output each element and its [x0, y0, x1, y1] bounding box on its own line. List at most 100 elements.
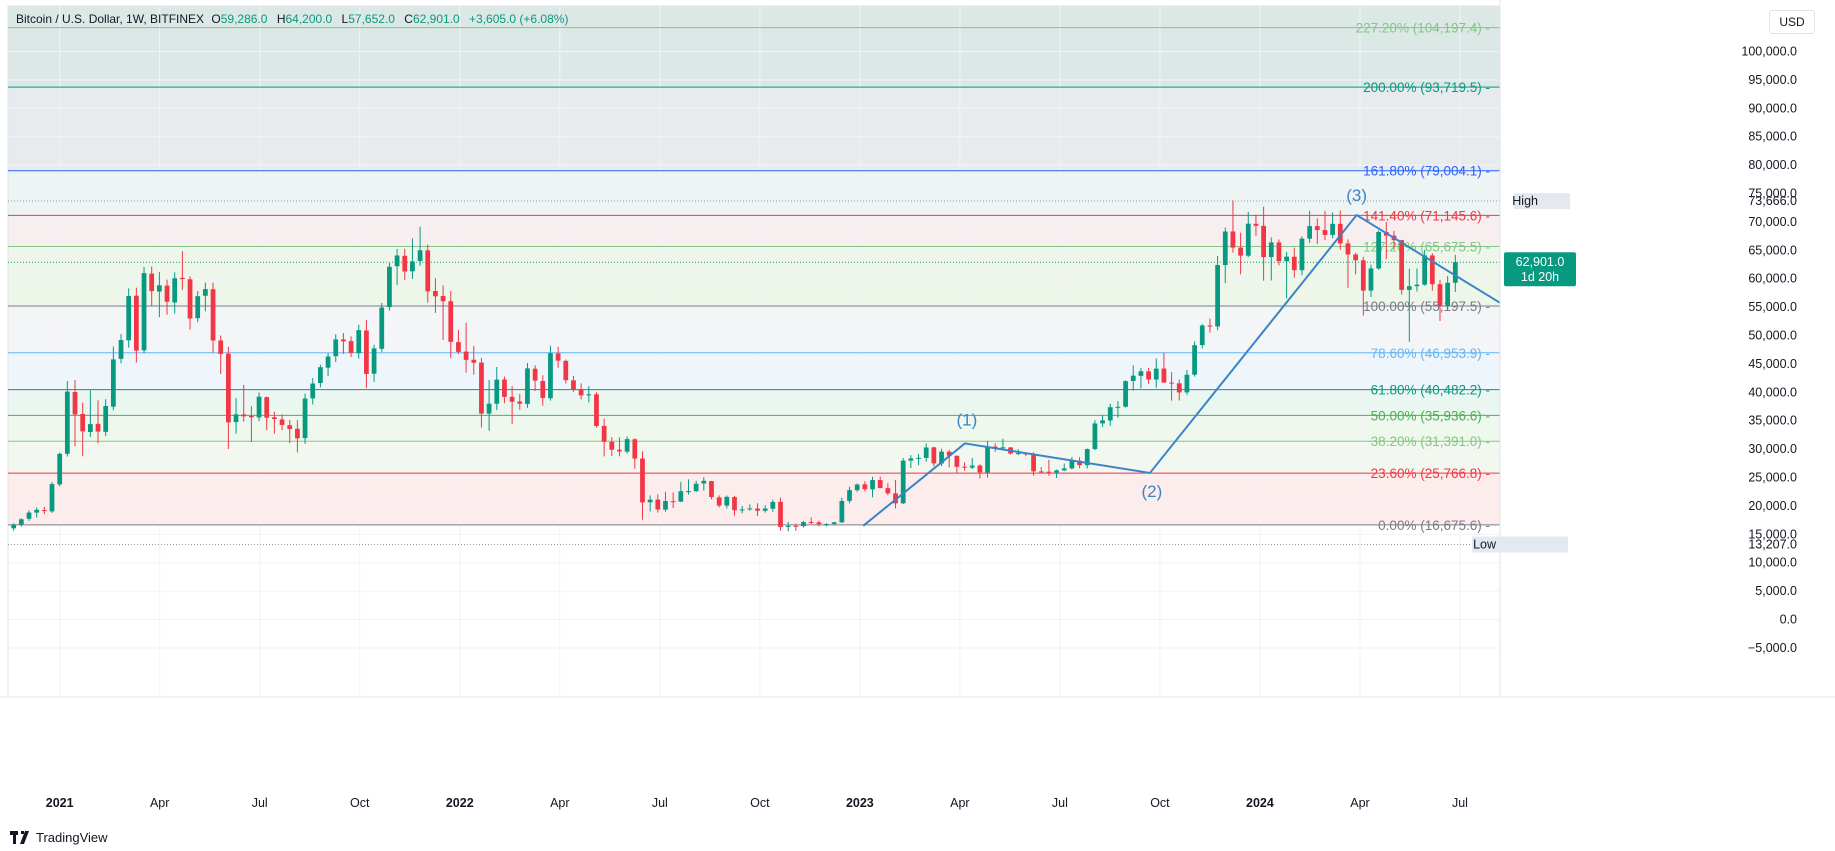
candle-body [601, 425, 607, 442]
wave-label: (3) [1346, 186, 1367, 205]
candle-body [1337, 223, 1343, 244]
candle-body [1084, 449, 1090, 466]
candle-body [486, 403, 492, 414]
time-tick-label: Oct [350, 796, 370, 810]
low-marker-label: Low [1473, 538, 1497, 552]
candle-body [187, 279, 193, 319]
candle-body [11, 524, 17, 529]
fib-band [8, 305, 1500, 353]
candle-body [617, 449, 622, 452]
candle-body [1115, 406, 1121, 408]
price-tick-label: 15,000.0 [1748, 527, 1797, 541]
candle-body [295, 428, 300, 439]
fib-band [8, 389, 1500, 416]
low-label: L [341, 12, 349, 26]
candle-body [287, 425, 293, 430]
tradingview-logo-icon [10, 831, 29, 844]
fib-level-label: 127.20% (65,675.5) - [1363, 239, 1490, 254]
candle-body [770, 501, 776, 509]
candle-body [1107, 407, 1113, 421]
candle-body [1069, 460, 1075, 469]
time-tick-label: Apr [150, 796, 169, 810]
price-tick-label: 35,000.0 [1748, 414, 1797, 428]
candle-body [210, 289, 216, 341]
candle-body [1215, 265, 1220, 327]
candle-body [1261, 225, 1266, 258]
candle-body [1284, 256, 1289, 262]
candle-body [410, 261, 415, 272]
candle-body [1138, 371, 1144, 376]
fib-level-label: 0.00% (16,675.6) - [1378, 518, 1490, 533]
candle-body [1123, 381, 1128, 407]
candle-body [839, 500, 845, 523]
price-tick-label: 55,000.0 [1748, 300, 1797, 314]
candle-body [179, 277, 185, 280]
candle-body [379, 307, 385, 349]
candle-body [1184, 374, 1190, 393]
candle-body [1146, 371, 1151, 380]
candle-body [525, 368, 530, 404]
candle-body [172, 278, 178, 303]
low-marker-bg [1472, 536, 1568, 553]
candle-body [693, 483, 699, 492]
candle-body [663, 501, 668, 510]
candle-body [149, 273, 155, 292]
candle-body [877, 480, 883, 489]
price-tick-label: 20,000.0 [1748, 499, 1797, 513]
candle-body [908, 458, 914, 461]
candle-body [333, 339, 339, 357]
candle-body [1207, 325, 1213, 327]
candle-body [655, 499, 661, 510]
candle-body [479, 362, 484, 414]
fib-band [8, 441, 1500, 474]
fib-level-label: 78.60% (46,953.9) - [1371, 346, 1490, 361]
candle-body [571, 380, 576, 390]
candle-body [164, 285, 170, 302]
candle-body [755, 508, 760, 511]
fib-band [8, 473, 1500, 525]
candle-body [141, 273, 147, 351]
candle-body [1429, 255, 1435, 285]
fib-level-label: 100.00% (55,197.5) - [1363, 299, 1490, 314]
candle-body [1000, 447, 1006, 449]
candle-body [785, 525, 791, 527]
high-value: 64,200.0 [285, 12, 333, 26]
time-tick-label: 2021 [46, 796, 74, 810]
candle-body [471, 359, 477, 363]
candle-body [1406, 286, 1412, 290]
candle-body [1345, 243, 1351, 255]
brand-name: TradingView [36, 830, 108, 845]
price-tick-label: 50,000.0 [1748, 329, 1797, 343]
candle-body [1238, 247, 1243, 256]
candle-body [1230, 231, 1236, 248]
candle-body [463, 351, 469, 360]
fib-band [8, 352, 1500, 390]
symbol-name[interactable]: Bitcoin / U.S. Dollar, 1W, BITFINEX [16, 12, 205, 26]
time-tick-label: Apr [950, 796, 969, 810]
time-tick-label: Jul [1052, 796, 1068, 810]
candle-body [126, 295, 132, 341]
candle-body [977, 465, 983, 473]
candle-body [1031, 454, 1036, 472]
fib-band [8, 6, 1500, 28]
tradingview-brand[interactable]: TradingView [10, 830, 108, 845]
candle-body [1169, 382, 1174, 384]
low-marker-value: 13,207.0 [1748, 538, 1797, 552]
candle-body [87, 424, 93, 432]
candle-body [1192, 345, 1197, 375]
fib-level-label: 38.20% (31,391.0) - [1371, 434, 1490, 449]
price-tick-label: 100,000.0 [1741, 44, 1797, 58]
candle-body [417, 250, 423, 261]
symbol-legend: Bitcoin / U.S. Dollar, 1W, BITFINEX O59,… [16, 12, 574, 26]
candle-body [394, 255, 400, 267]
fib-band [8, 87, 1500, 171]
fib-levels: 227.20% (104,197.4) - 200.00% (93,719.5) … [8, 21, 1500, 546]
candle-body [778, 501, 783, 528]
candle-body [847, 490, 852, 501]
currency-button[interactable]: USD [1769, 10, 1815, 34]
candle-body [640, 458, 645, 503]
candle-body [195, 296, 201, 319]
candle-body [801, 522, 806, 527]
candle-body [900, 460, 906, 504]
